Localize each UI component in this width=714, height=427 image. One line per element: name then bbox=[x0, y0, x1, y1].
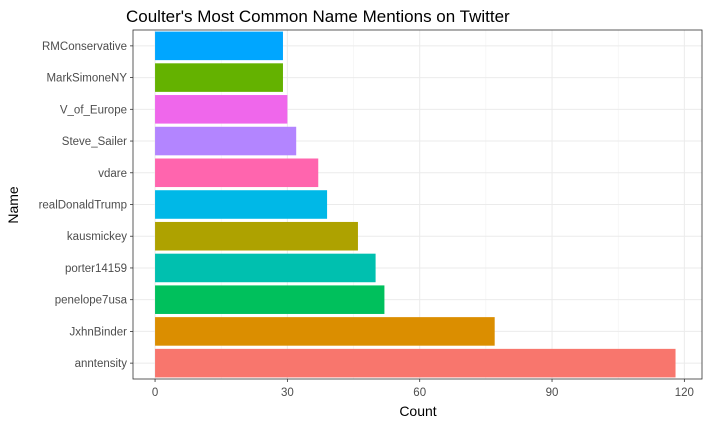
bar-penelope7usa bbox=[155, 285, 385, 314]
bar-vdare bbox=[155, 158, 319, 188]
y-tick-label: realDonaldTrump bbox=[39, 200, 127, 212]
bar-anntensity bbox=[155, 348, 676, 378]
x-tick-label: 120 bbox=[675, 387, 694, 399]
bar-RMConservative bbox=[155, 31, 283, 61]
y-tick-label: penelope7usa bbox=[55, 295, 128, 307]
bar-JxhnBinder bbox=[155, 317, 495, 346]
y-axis-title: Name bbox=[5, 186, 21, 224]
x-axis-title: Count bbox=[399, 403, 436, 419]
y-tick-label: RMConservative bbox=[42, 41, 127, 53]
y-tick-labels: anntensity JxhnBinder penelope7usa porter14… bbox=[39, 41, 133, 370]
bar-porter14159 bbox=[155, 253, 376, 283]
x-tick-label: 60 bbox=[413, 387, 426, 399]
bars bbox=[155, 31, 676, 378]
y-tick-label: MarkSimoneNY bbox=[46, 73, 127, 85]
x-tick-label: 90 bbox=[546, 387, 559, 399]
y-tick-label: porter14159 bbox=[65, 263, 127, 275]
x-tick-label: 0 bbox=[152, 387, 158, 399]
bar-realDonaldTrump bbox=[155, 190, 328, 219]
y-tick-label: Steve_Sailer bbox=[62, 136, 127, 148]
bar-kausmickey bbox=[155, 221, 358, 251]
y-tick-label: V_of_Europe bbox=[60, 104, 127, 116]
y-tick-label: anntensity bbox=[75, 358, 128, 370]
bar-MarkSimoneNY bbox=[155, 63, 283, 92]
x-tick-labels: 0 30 60 90 120 bbox=[152, 379, 694, 399]
x-tick-label: 30 bbox=[281, 387, 294, 399]
chart-title: Coulter's Most Common Name Mentions on T… bbox=[126, 7, 510, 26]
y-tick-label: kausmickey bbox=[67, 231, 127, 243]
y-tick-label: vdare bbox=[98, 168, 127, 180]
bar-V_of_Europe bbox=[155, 95, 288, 124]
y-tick-label: JxhnBinder bbox=[69, 326, 127, 338]
bar-Steve_Sailer bbox=[155, 126, 297, 156]
